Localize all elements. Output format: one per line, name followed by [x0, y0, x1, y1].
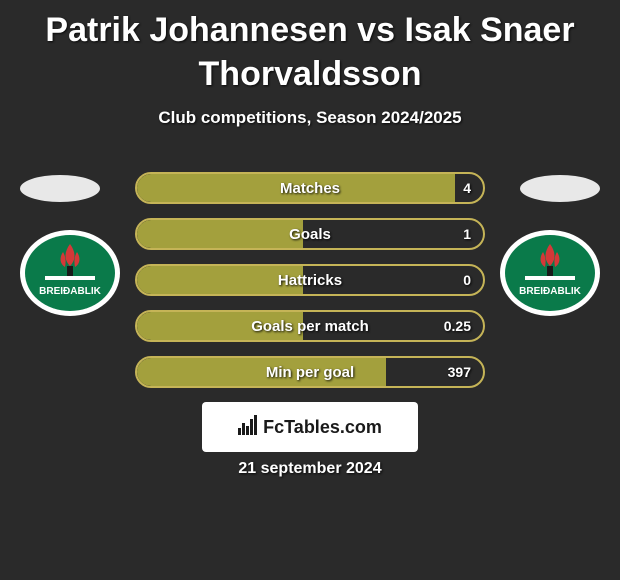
stat-value-right: 1	[463, 220, 471, 248]
stat-label: Matches	[137, 174, 483, 202]
branding-text: FcTables.com	[263, 417, 382, 438]
breidablik-logo-icon: BREIÐABLIK	[500, 230, 600, 316]
breidablik-logo-icon: BREIÐABLIK	[20, 230, 120, 316]
stat-value-right: 0.25	[444, 312, 471, 340]
stat-label: Hattricks	[137, 266, 483, 294]
page-title: Patrik Johannesen vs Isak Snaer Thorvald…	[0, 0, 620, 96]
stat-label: Goals per match	[137, 312, 483, 340]
stat-label: Min per goal	[137, 358, 483, 386]
stat-row: Hattricks0	[135, 264, 485, 296]
player-photo-right	[520, 175, 600, 202]
player-photo-left	[20, 175, 100, 202]
stat-row: Min per goal397	[135, 356, 485, 388]
branding-badge: FcTables.com	[202, 402, 418, 452]
stat-label: Goals	[137, 220, 483, 248]
bar-chart-icon	[238, 417, 257, 437]
date-label: 21 september 2024	[0, 460, 620, 478]
comparison-card: Patrik Johannesen vs Isak Snaer Thorvald…	[0, 0, 620, 580]
svg-text:BREIÐABLIK: BREIÐABLIK	[39, 286, 101, 297]
stat-row: Goals per match0.25	[135, 310, 485, 342]
svg-text:BREIÐABLIK: BREIÐABLIK	[519, 286, 581, 297]
stat-value-right: 397	[448, 358, 471, 386]
subtitle: Club competitions, Season 2024/2025	[0, 108, 620, 128]
stat-row: Matches4	[135, 172, 485, 204]
stat-row: Goals1	[135, 218, 485, 250]
club-logo-left: BREIÐABLIK	[20, 230, 120, 316]
club-logo-right: BREIÐABLIK	[500, 230, 600, 316]
stat-value-right: 0	[463, 266, 471, 294]
stat-value-right: 4	[463, 174, 471, 202]
stats-panel: Matches4Goals1Hattricks0Goals per match0…	[135, 172, 485, 402]
